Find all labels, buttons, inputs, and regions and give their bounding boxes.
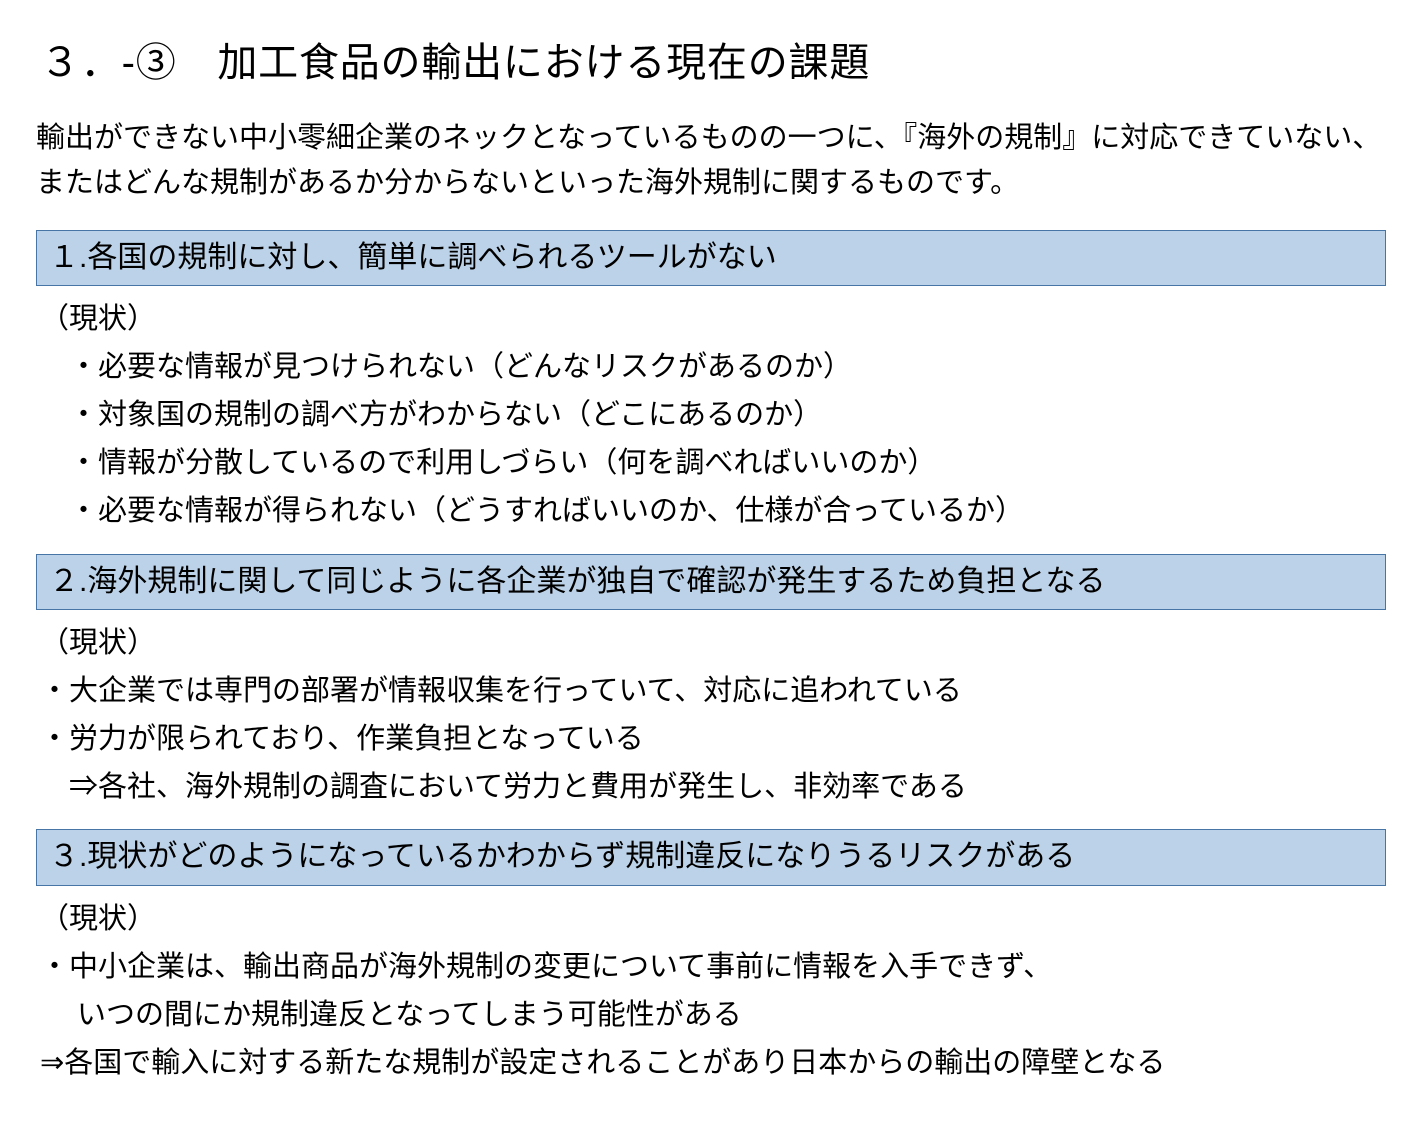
section-body-1: （現状） ・必要な情報が見つけられない（どんなリスクがあるのか） ・対象国の規制… [40, 296, 1386, 535]
section-body-2: （現状） ・大企業では専門の部署が情報収集を行っていて、対応に追われている ・労… [40, 620, 1386, 811]
section-header-1: １.各国の規制に対し、簡単に調べられるツールがない [36, 230, 1386, 287]
section-body-3: （現状） ・中小企業は、輸出商品が海外規制の変更について事前に情報を入手できず、… [40, 896, 1386, 1087]
section-header-2: ２.海外規制に関して同じように各企業が独自で確認が発生するため負担となる [36, 554, 1386, 611]
document-page: ３．-③ 加工食品の輸出における現在の課題 輸出ができない中小零細企業のネックと… [0, 0, 1422, 1145]
section-header-3: ３.現状がどのようになっているかわからず規制違反になりうるリスクがある [36, 829, 1386, 886]
intro-text: 輸出ができない中小零細企業のネックとなっているものの一つに、『海外の規制』に対応… [36, 116, 1386, 206]
page-title: ３．-③ 加工食品の輸出における現在の課題 [40, 30, 1386, 88]
